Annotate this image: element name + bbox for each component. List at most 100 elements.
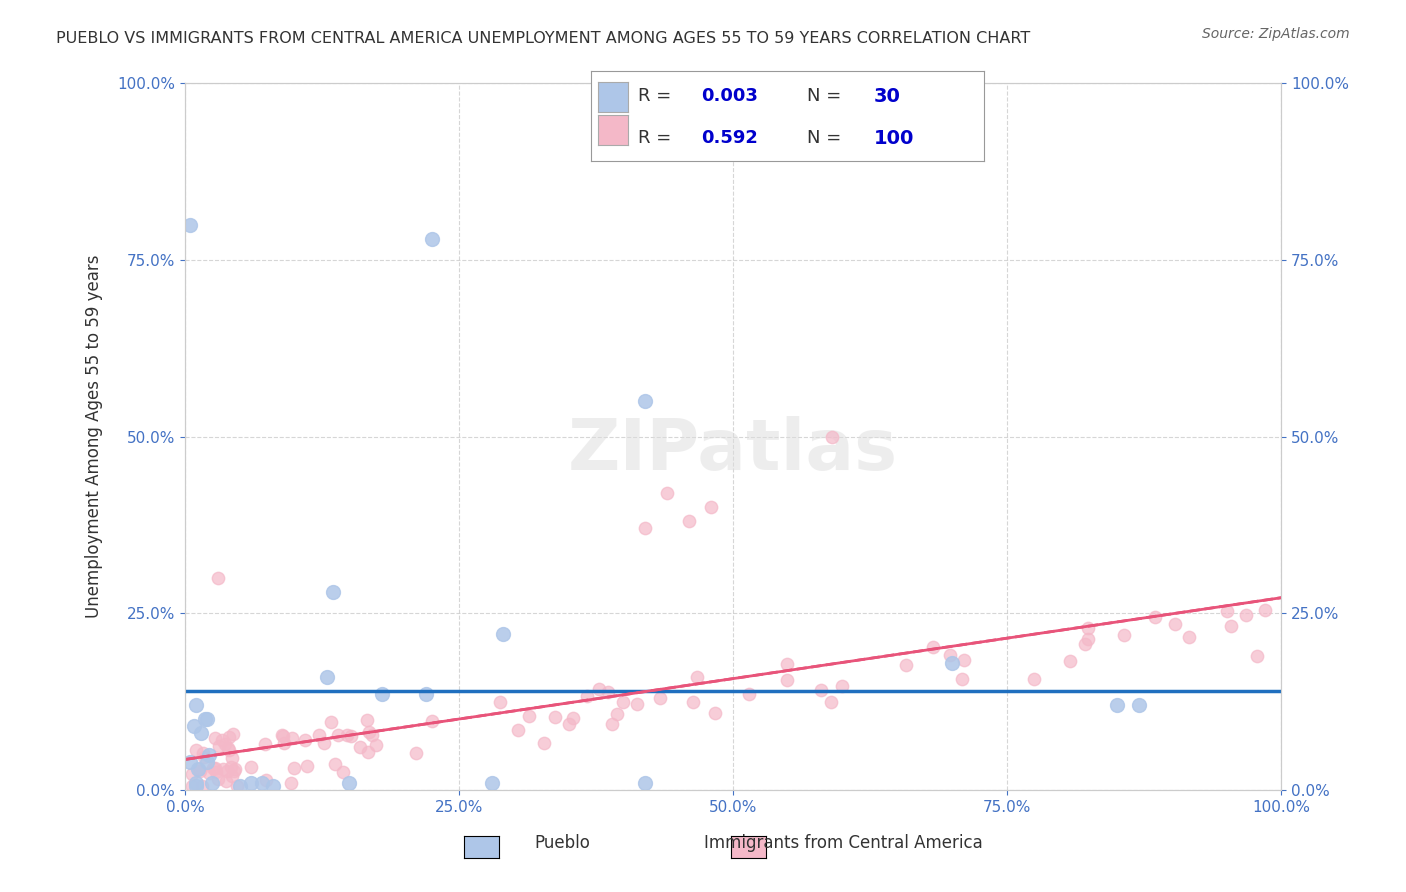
Point <box>492 627 515 641</box>
Point <box>626 697 648 711</box>
Point <box>181 780 204 794</box>
Point <box>921 640 943 654</box>
Point <box>576 689 599 703</box>
Point <box>273 736 295 750</box>
Point <box>738 687 761 701</box>
Point <box>228 780 250 794</box>
Point <box>191 746 214 760</box>
Point <box>1128 698 1150 712</box>
Point <box>364 739 387 753</box>
Point <box>606 706 628 721</box>
Point <box>191 780 214 794</box>
Point <box>294 732 316 747</box>
Point <box>262 780 284 794</box>
Point <box>939 648 962 662</box>
Point <box>371 688 394 702</box>
Point <box>357 724 380 739</box>
Point <box>810 682 832 697</box>
Point <box>222 727 245 741</box>
Point <box>1216 604 1239 618</box>
Point <box>271 730 294 744</box>
Point <box>405 746 427 760</box>
Point <box>198 747 221 762</box>
Point <box>218 743 240 757</box>
Text: 0.592: 0.592 <box>700 129 758 147</box>
Point <box>1076 632 1098 646</box>
Point <box>183 719 205 733</box>
Point <box>420 714 443 728</box>
Point <box>648 690 671 705</box>
Point <box>215 773 238 788</box>
Point <box>224 764 246 778</box>
Point <box>349 739 371 754</box>
Point <box>1220 619 1243 633</box>
Point <box>195 755 218 769</box>
Point <box>1074 636 1097 650</box>
Point <box>188 762 211 776</box>
Point <box>1253 603 1275 617</box>
Point <box>195 712 218 726</box>
Point <box>1059 654 1081 668</box>
Point <box>217 764 239 779</box>
Point <box>283 761 305 775</box>
Point <box>184 780 207 794</box>
Point <box>214 737 236 751</box>
Point <box>896 657 918 672</box>
Point <box>321 715 343 730</box>
Text: ZIPatlas: ZIPatlas <box>568 417 898 485</box>
Point <box>224 762 246 776</box>
Point <box>634 776 657 790</box>
Point <box>1077 621 1099 635</box>
Point <box>218 730 240 744</box>
Point <box>506 723 529 738</box>
Point <box>1234 608 1257 623</box>
Point <box>179 755 201 769</box>
Point <box>558 717 581 731</box>
Point <box>198 765 221 780</box>
Point <box>415 688 437 702</box>
Point <box>533 736 555 750</box>
Point <box>1114 627 1136 641</box>
Point <box>356 713 378 727</box>
Point <box>776 657 799 671</box>
Point <box>254 773 277 788</box>
Point <box>202 761 225 775</box>
Point <box>600 717 623 731</box>
Point <box>634 394 657 409</box>
Point <box>207 772 229 787</box>
Point <box>657 486 679 500</box>
Point <box>254 737 277 751</box>
Point <box>489 695 512 709</box>
Point <box>682 695 704 709</box>
Point <box>312 736 335 750</box>
Point <box>208 739 231 753</box>
Point <box>226 780 249 794</box>
Point <box>598 685 620 699</box>
Point <box>588 681 610 696</box>
Point <box>361 728 384 742</box>
Point <box>517 709 540 723</box>
Text: 0.003: 0.003 <box>700 87 758 105</box>
Point <box>205 764 228 779</box>
Text: 30: 30 <box>875 87 901 106</box>
Point <box>221 769 243 783</box>
Point <box>1164 617 1187 632</box>
Point <box>776 673 799 687</box>
Point <box>686 670 709 684</box>
Point <box>322 585 344 599</box>
Point <box>703 706 725 721</box>
Point <box>950 672 973 686</box>
Point <box>420 232 443 246</box>
Point <box>211 733 233 747</box>
Text: Source: ZipAtlas.com: Source: ZipAtlas.com <box>1202 27 1350 41</box>
Text: N =: N = <box>807 87 846 105</box>
Point <box>326 728 349 742</box>
Point <box>204 761 226 775</box>
Point <box>181 766 204 780</box>
Point <box>634 521 657 535</box>
Point <box>700 500 723 515</box>
Point <box>217 741 239 756</box>
Y-axis label: Unemployment Among Ages 55 to 59 years: Unemployment Among Ages 55 to 59 years <box>86 255 103 618</box>
Point <box>193 750 215 764</box>
Point <box>179 218 201 232</box>
